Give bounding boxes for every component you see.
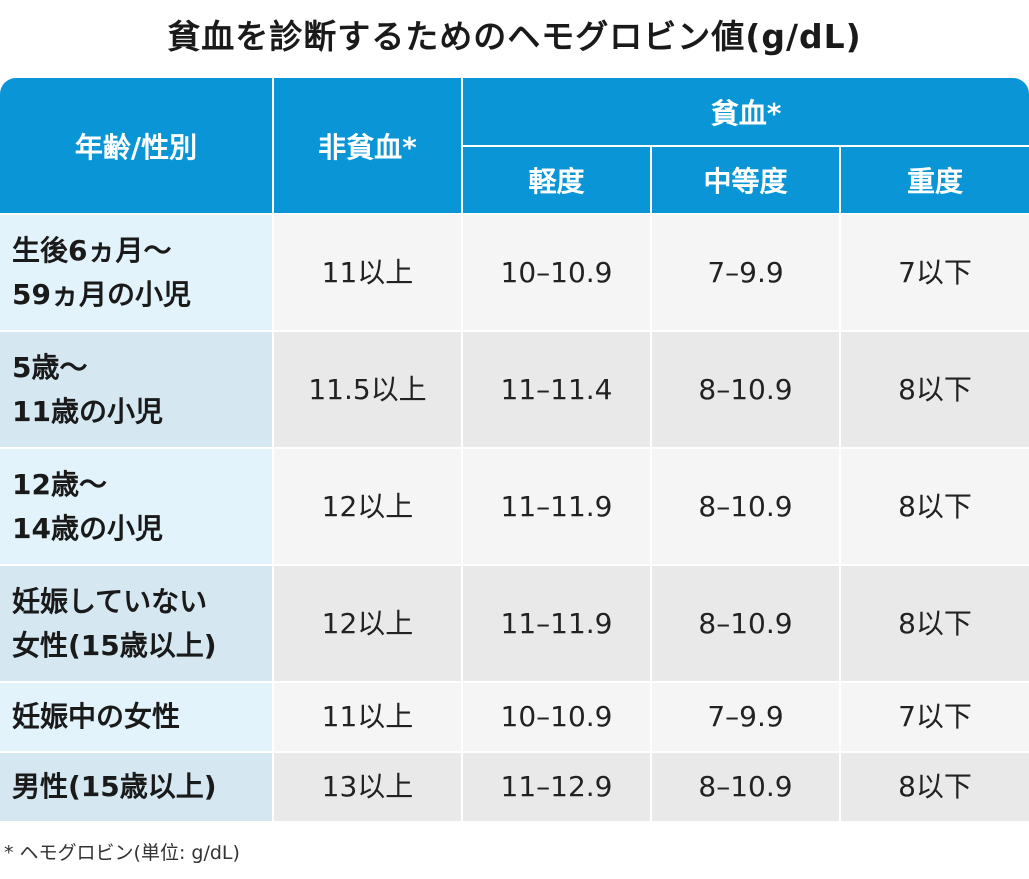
row-group-label: 男性(15歳以上) [0, 751, 274, 823]
header-severe: 重度 [838, 145, 1029, 215]
row-group-label: 5歳〜 11歳の小児 [0, 330, 274, 449]
page-title: 貧血を診断するためのヘモグロビン値(g/dL) [167, 17, 862, 56]
mild-cell: 10–10.9 [461, 681, 652, 753]
header-moderate: 中等度 [650, 145, 841, 215]
row-group-label-line: 生後6ヵ月〜 [12, 233, 172, 267]
moderate-cell: 8–10.9 [650, 447, 841, 566]
mild-cell: 11–12.9 [461, 751, 652, 823]
header-anemia: 貧血* [460, 78, 1029, 147]
row-group-label-line: 妊娠中の女性 [12, 700, 181, 733]
hemoglobin-table: 年齢/性別 非貧血* 貧血* 軽度 中等度 重度 生後6ヵ月〜 59ヵ月の小児 … [0, 78, 1029, 823]
moderate-cell: 8–10.9 [650, 330, 841, 449]
table-row: 生後6ヵ月〜 59ヵ月の小児 11以上 10–10.9 7–9.9 7以下 [0, 213, 1029, 332]
row-group-label-line: 男性(15歳以上) [12, 770, 217, 803]
severe-cell: 8以下 [838, 330, 1029, 449]
row-group-label-line: 11歳の小児 [12, 394, 163, 428]
moderate-cell: 7–9.9 [650, 681, 841, 753]
table-row: 男性(15歳以上) 13以上 11–12.9 8–10.9 8以下 [0, 751, 1029, 823]
non-anemia-cell: 11.5以上 [272, 330, 463, 449]
non-anemia-cell: 13以上 [272, 751, 463, 823]
moderate-cell: 8–10.9 [650, 564, 841, 683]
table-row: 妊娠していない 女性(15歳以上) 12以上 11–11.9 8–10.9 8以… [0, 564, 1029, 683]
mild-cell: 10–10.9 [461, 213, 652, 332]
row-group-label-line: 5歳〜 [12, 350, 88, 384]
header-non-anemia: 非貧血* [272, 78, 463, 215]
row-group-label-line: 12歳〜 [12, 467, 107, 501]
row-group-label: 生後6ヵ月〜 59ヵ月の小児 [0, 213, 274, 332]
non-anemia-cell: 11以上 [272, 681, 463, 753]
row-group-label-line: 59ヵ月の小児 [12, 277, 191, 311]
mild-cell: 11–11.4 [461, 330, 652, 449]
non-anemia-cell: 12以上 [272, 564, 463, 683]
footnote: * ヘモグロビン(単位: g/dL) [4, 842, 240, 864]
table-row: 12歳〜 14歳の小児 12以上 11–11.9 8–10.9 8以下 [0, 447, 1029, 566]
severe-cell: 7以下 [838, 213, 1029, 332]
row-group-label: 12歳〜 14歳の小児 [0, 447, 274, 566]
row-group-label-line: 女性(15歳以上) [12, 628, 217, 662]
severe-cell: 8以下 [838, 447, 1029, 566]
table-row: 5歳〜 11歳の小児 11.5以上 11–11.4 8–10.9 8以下 [0, 330, 1029, 449]
severe-cell: 8以下 [838, 564, 1029, 683]
mild-cell: 11–11.9 [461, 447, 652, 566]
non-anemia-cell: 11以上 [272, 213, 463, 332]
row-group-label: 妊娠中の女性 [0, 681, 274, 753]
moderate-cell: 7–9.9 [650, 213, 841, 332]
mild-cell: 11–11.9 [461, 564, 652, 683]
header-age-sex: 年齢/性別 [0, 78, 274, 215]
non-anemia-cell: 12以上 [272, 447, 463, 566]
table-row: 妊娠中の女性 11以上 10–10.9 7–9.9 7以下 [0, 681, 1029, 753]
severe-cell: 7以下 [838, 681, 1029, 753]
severe-cell: 8以下 [838, 751, 1029, 823]
moderate-cell: 8–10.9 [650, 751, 841, 823]
row-group-label-line: 妊娠していない [12, 584, 208, 618]
header-mild: 軽度 [462, 145, 652, 215]
row-group-label: 妊娠していない 女性(15歳以上) [0, 564, 274, 683]
row-group-label-line: 14歳の小児 [12, 511, 163, 545]
